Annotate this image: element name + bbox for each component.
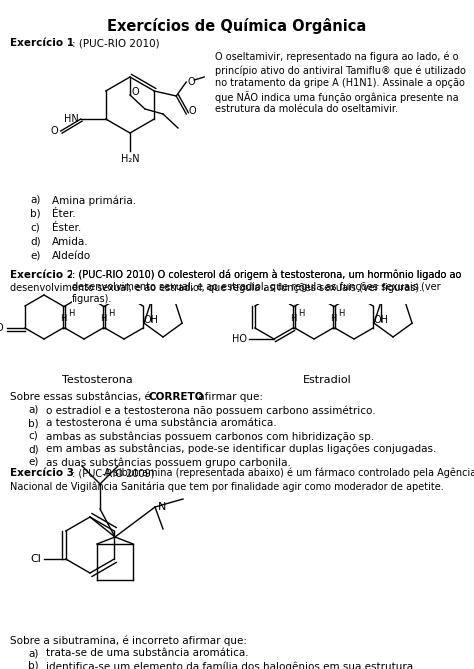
- Text: O: O: [132, 87, 140, 97]
- Text: : (PUC-RIO 2009): : (PUC-RIO 2009): [72, 468, 158, 478]
- Text: b): b): [30, 209, 41, 219]
- Text: a): a): [28, 648, 38, 658]
- Text: : (PUC-RIO 2010): : (PUC-RIO 2010): [72, 38, 160, 48]
- Text: HO: HO: [232, 334, 247, 344]
- Text: em ambas as substâncias, pode-se identificar duplas ligações conjugadas.: em ambas as substâncias, pode-se identif…: [46, 444, 437, 454]
- Text: c): c): [28, 431, 38, 441]
- Text: Ḧ: Ḧ: [100, 314, 106, 323]
- Text: H: H: [108, 309, 114, 318]
- Text: H: H: [68, 309, 74, 318]
- Text: desenvolvimento sexual, e ao estradiol, que regula as funções sexuais (ver figur: desenvolvimento sexual, e ao estradiol, …: [10, 283, 422, 293]
- Text: Aldeído: Aldeído: [52, 251, 91, 261]
- Text: : (PUC-RIO 2010) O colesterol dá origem à testosterona, um hormônio ligado ao: : (PUC-RIO 2010) O colesterol dá origem …: [72, 270, 461, 280]
- Text: CORRETO: CORRETO: [149, 392, 204, 402]
- Text: O: O: [187, 77, 195, 87]
- Text: estrutura da molécula do oseltamivir.: estrutura da molécula do oseltamivir.: [215, 104, 398, 114]
- Text: a): a): [30, 195, 40, 205]
- Text: e): e): [28, 457, 38, 467]
- Text: b): b): [28, 418, 38, 428]
- Text: O: O: [0, 323, 3, 333]
- Text: Éter.: Éter.: [52, 209, 76, 219]
- Text: Amida.: Amida.: [52, 237, 89, 247]
- Text: Nacional de Vigilância Sanitária que tem por finalidade agir como moderador de a: Nacional de Vigilância Sanitária que tem…: [10, 481, 444, 492]
- Text: trata-se de uma substância aromática.: trata-se de uma substância aromática.: [46, 648, 249, 658]
- Text: Exercícios de Química Orgânica: Exercícios de Química Orgânica: [108, 18, 366, 34]
- Text: Sobre essas substâncias, é: Sobre essas substâncias, é: [10, 392, 154, 402]
- Text: A sibutramina (representada abaixo) é um fármaco controlado pela Agência: A sibutramina (representada abaixo) é um…: [104, 468, 474, 478]
- Text: H: H: [338, 309, 344, 318]
- Text: o estradiol e a testosterona não possuem carbono assimétrico.: o estradiol e a testosterona não possuem…: [46, 405, 375, 415]
- Text: H₂N: H₂N: [121, 154, 139, 164]
- Text: O: O: [188, 106, 196, 116]
- Text: que NÃO indica uma função orgânica presente na: que NÃO indica uma função orgânica prese…: [215, 91, 459, 103]
- Text: b): b): [28, 661, 38, 669]
- Text: no tratamento da gripe A (H1N1). Assinale a opção: no tratamento da gripe A (H1N1). Assinal…: [215, 78, 465, 88]
- Text: Estradiol: Estradiol: [302, 375, 351, 385]
- Text: O: O: [50, 126, 58, 136]
- Text: Ḧ: Ḧ: [290, 314, 296, 323]
- Text: OH: OH: [144, 315, 159, 325]
- Text: Ḧ: Ḧ: [60, 314, 66, 323]
- Text: Amina primária.: Amina primária.: [52, 195, 136, 205]
- Text: princípio ativo do antiviral Tamiflu® que é utilizado: princípio ativo do antiviral Tamiflu® qu…: [215, 65, 466, 76]
- Text: a): a): [28, 405, 38, 415]
- Text: N: N: [158, 502, 166, 512]
- Text: O oseltamivir, representado na figura ao lado, é o: O oseltamivir, representado na figura ao…: [215, 52, 458, 62]
- Text: HN: HN: [64, 114, 79, 124]
- Text: Cl: Cl: [30, 554, 41, 564]
- Text: Éster.: Éster.: [52, 223, 81, 233]
- Text: a testosterona é uma substância aromática.: a testosterona é uma substância aromátic…: [46, 418, 277, 428]
- Text: Exercício 1: Exercício 1: [10, 38, 74, 48]
- Text: c): c): [30, 223, 40, 233]
- Text: as duas substâncias possuem grupo carbonila.: as duas substâncias possuem grupo carbon…: [46, 457, 291, 468]
- Text: ambas as substâncias possuem carbonos com hibridização sp.: ambas as substâncias possuem carbonos co…: [46, 431, 374, 442]
- Text: H: H: [298, 309, 304, 318]
- Text: e): e): [30, 251, 40, 261]
- Text: : (PUC-RIO 2010) O colesterol dá origem à testosterona, um hormônio ligado ao de: : (PUC-RIO 2010) O colesterol dá origem …: [72, 270, 461, 304]
- Text: d): d): [30, 237, 41, 247]
- Text: afirmar que:: afirmar que:: [195, 392, 263, 402]
- Text: Exercício 2: Exercício 2: [10, 270, 74, 280]
- Text: Ḧ: Ḧ: [330, 314, 336, 323]
- Text: identifica-se um elemento da família dos halogênios em sua estrutura.: identifica-se um elemento da família dos…: [46, 661, 417, 669]
- Text: d): d): [28, 444, 38, 454]
- Text: OH: OH: [374, 315, 389, 325]
- Text: Sobre a sibutramina, é incorreto afirmar que:: Sobre a sibutramina, é incorreto afirmar…: [10, 635, 247, 646]
- Text: Exercício 3: Exercício 3: [10, 468, 74, 478]
- Text: Testosterona: Testosterona: [62, 375, 132, 385]
